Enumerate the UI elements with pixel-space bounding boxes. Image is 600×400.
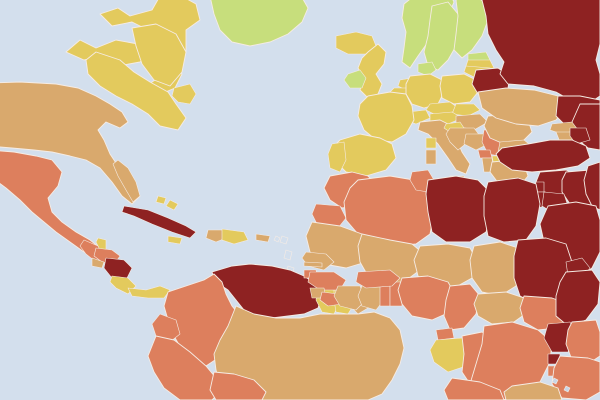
island-sardinia[interactable] <box>426 150 436 164</box>
country-canada-newfoundland[interactable] <box>172 84 196 104</box>
country-haiti[interactable] <box>206 230 226 242</box>
country-canada-labrador[interactable] <box>132 24 186 86</box>
country-brazil[interactable] <box>214 306 404 400</box>
country-bahamas[interactable] <box>156 196 178 210</box>
country-france[interactable] <box>358 92 414 142</box>
country-canada-se[interactable] <box>86 52 186 130</box>
country-zambia[interactable] <box>504 382 562 400</box>
island-lesser-antilles-1[interactable] <box>280 236 288 244</box>
country-venezuela[interactable] <box>212 264 322 318</box>
island-corsica[interactable] <box>426 138 436 148</box>
country-ukraine[interactable] <box>478 88 566 126</box>
country-central-african-republic[interactable] <box>474 292 528 324</box>
country-egypt[interactable] <box>484 178 540 242</box>
country-us-florida[interactable] <box>113 160 140 202</box>
country-denmark[interactable] <box>418 62 436 76</box>
country-poland[interactable] <box>440 74 478 104</box>
island-bermuda-group[interactable] <box>274 236 280 242</box>
region-europe <box>210 0 566 190</box>
country-libya[interactable] <box>426 176 492 242</box>
country-ireland[interactable] <box>344 70 366 88</box>
country-portugal[interactable] <box>328 142 346 172</box>
map-scale-mark <box>552 378 570 392</box>
country-bosnia[interactable] <box>464 134 488 150</box>
region-west-africa <box>302 252 600 400</box>
country-turkey[interactable] <box>496 140 590 172</box>
country-ivory-coast[interactable] <box>334 286 366 310</box>
country-nigeria[interactable] <box>398 276 456 320</box>
country-el-salvador[interactable] <box>92 258 104 268</box>
country-greenland[interactable] <box>210 0 308 46</box>
region-north-africa <box>306 170 590 304</box>
country-russia[interactable] <box>482 0 600 104</box>
country-sweden[interactable] <box>424 2 460 70</box>
country-croatia[interactable] <box>446 128 480 150</box>
country-equatorial-guinea[interactable] <box>436 328 454 340</box>
island-lesser-antilles-2[interactable] <box>284 250 292 260</box>
country-cuba[interactable] <box>122 206 196 238</box>
country-angola[interactable] <box>444 378 504 400</box>
country-tanzania[interactable] <box>552 356 600 400</box>
country-bolivia[interactable] <box>210 372 266 400</box>
country-cameroon[interactable] <box>444 284 480 330</box>
region-russia-central-asia <box>482 0 600 188</box>
country-burkina-faso[interactable] <box>356 270 400 288</box>
country-montenegro[interactable] <box>478 150 492 158</box>
country-gambia[interactable] <box>304 262 322 267</box>
region-north-america <box>0 0 200 298</box>
country-togo[interactable] <box>380 286 390 306</box>
country-puerto-rico[interactable] <box>256 234 270 242</box>
country-chad[interactable] <box>470 242 522 296</box>
country-dominican-republic[interactable] <box>222 229 248 244</box>
country-jamaica[interactable] <box>168 236 182 244</box>
country-azerbaijan[interactable] <box>570 128 590 144</box>
